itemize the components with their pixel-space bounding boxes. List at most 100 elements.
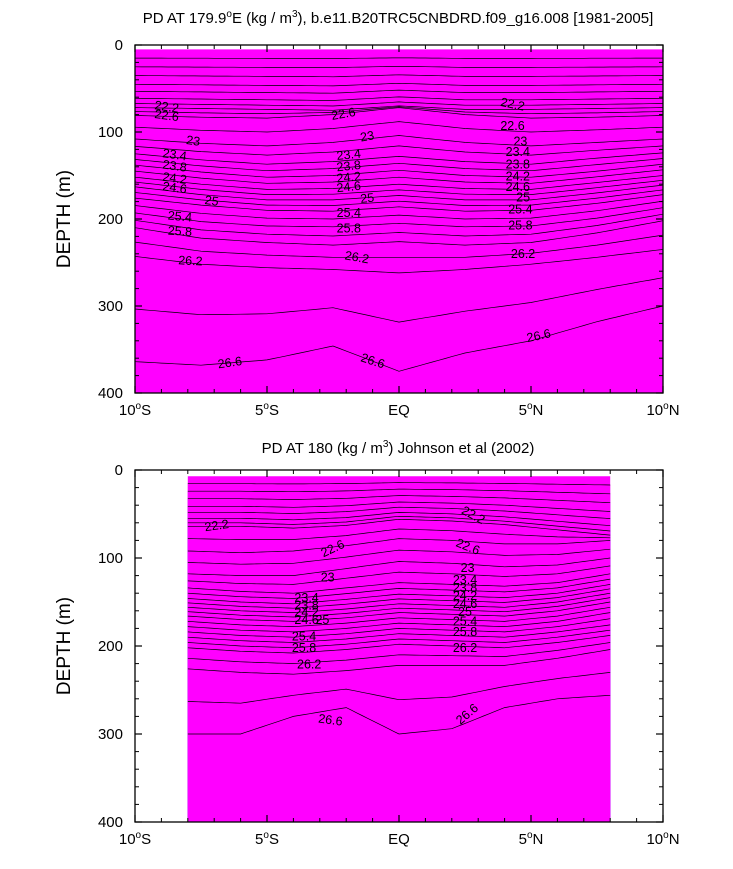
panel-1-y-axis-label: DEPTH (m) [54, 170, 75, 268]
contour-line [135, 82, 663, 87]
panel-2-contour-lines [187, 482, 611, 735]
contour-line [187, 482, 611, 486]
contour-label: 22.6 [154, 107, 180, 124]
contour-line [187, 538, 611, 554]
contour-label: 24.2 [506, 169, 530, 183]
contour-label: 23 [513, 135, 527, 149]
contour-label: 25 [458, 605, 472, 619]
y-tick-label: 100 [98, 124, 123, 141]
panel-1-chart: PD AT 179.9oE (kg / m3), b.e11.B20TRC5CN… [54, 9, 680, 419]
x-tick-label: 10oN [646, 401, 679, 419]
contour-label: 24.6 [506, 180, 530, 194]
contour-line [187, 565, 611, 585]
contour-label: 25 [315, 613, 329, 627]
contour-label: 26.2 [453, 641, 477, 655]
contour-line [135, 152, 663, 165]
x-tick-label: 10oN [646, 830, 679, 848]
x-tick-label: 5oN [519, 401, 544, 419]
y-tick-label: 400 [98, 814, 123, 831]
contour-line [187, 557, 611, 576]
contour-line [135, 200, 663, 220]
x-tick-label: 5oS [255, 401, 279, 419]
contour-label: 24.2 [162, 170, 188, 187]
y-tick-label: 300 [98, 726, 123, 743]
contour-label: 23.8 [294, 599, 318, 613]
contour-line [187, 629, 611, 649]
contour-line [135, 89, 663, 94]
contour-line [135, 101, 663, 107]
y-tick-label: 0 [115, 462, 123, 479]
contour-line [187, 597, 611, 618]
contour-label: 25.8 [337, 222, 361, 236]
contour-line [135, 121, 663, 133]
contour-line [135, 189, 663, 206]
contour-line [135, 234, 663, 258]
y-tick-label: 0 [115, 37, 123, 54]
contour-label: 24.6 [294, 613, 318, 627]
contour-label: 24.2 [453, 589, 477, 603]
y-tick-label: 400 [98, 385, 123, 402]
contour-label: 22.6 [500, 119, 524, 133]
panel-2-title: PD AT 180 (kg / m3) Johnson et al (2002) [262, 439, 535, 457]
contour-label: 23.8 [336, 158, 362, 174]
x-tick-label: EQ [388, 831, 410, 848]
contour-label: 23.8 [453, 581, 477, 595]
y-tick-label: 200 [98, 211, 123, 228]
contour-label: 23.8 [506, 157, 530, 171]
panel-1-contour-lines [135, 57, 663, 372]
panel-2-contour-fills [187, 476, 611, 822]
contour-line [135, 194, 663, 212]
contour-line [187, 592, 611, 613]
contour-label: 22.2 [204, 517, 230, 534]
panel-1-axis-ticks: 10oS 5oS EQ 5oN 10oN 0 100 200 300 400 [98, 37, 680, 419]
panel-1-contour-labels: 22.222.62323.423.824.224.62525.425.826.2… [154, 95, 552, 372]
contour-label: 24.6 [336, 179, 362, 195]
contour-line [187, 649, 611, 675]
contour-label: 23.4 [294, 591, 318, 605]
panel-2-contour-labels: 22.222.62323.423.824.224.62525.425.826.2… [204, 503, 488, 728]
contour-label: 22.2 [154, 98, 180, 115]
x-tick-label: 10oS [119, 830, 151, 848]
contour-label: 26.6 [217, 354, 243, 371]
contour-label: 25.8 [292, 641, 316, 655]
contour-label: 25.4 [337, 206, 361, 220]
contour-line [135, 249, 663, 274]
x-tick-label: 10oS [119, 401, 151, 419]
y-tick-label: 300 [98, 298, 123, 315]
contour-line [135, 107, 663, 119]
contour-line [187, 635, 611, 654]
contour-label: 24.2 [294, 606, 318, 620]
contour-label: 25 [204, 193, 220, 209]
contour-label: 23 [359, 128, 375, 144]
panel-1-contour-fills [135, 49, 663, 393]
contour-label: 26.2 [178, 253, 203, 268]
contour-line [187, 512, 611, 527]
contour-line [187, 501, 611, 512]
contour-label: 26.6 [525, 326, 552, 345]
contour-line [135, 169, 663, 184]
contour-line [135, 106, 663, 115]
contour-line [187, 518, 611, 536]
contour-line [187, 584, 611, 605]
contour-line [187, 601, 611, 622]
contour-line [135, 175, 663, 190]
panel-2-axis-ticks: 10oS 5oS EQ 5oN 10oN 0 100 200 300 400 [98, 462, 680, 848]
contour-line [187, 488, 611, 495]
contour-line [135, 207, 663, 228]
contour-line [187, 578, 611, 599]
contour-line [135, 158, 663, 172]
contour-label: 23.4 [162, 146, 188, 163]
contour-line [187, 642, 611, 664]
contour-line [135, 96, 663, 101]
contour-line [187, 506, 611, 519]
contour-label: 25.8 [508, 218, 532, 232]
contour-label: 23 [185, 133, 201, 149]
x-tick-label: 5oS [255, 830, 279, 848]
contour-label: 24.6 [453, 597, 477, 611]
y-tick-label: 100 [98, 550, 123, 567]
contour-line [187, 573, 611, 594]
contour-line [135, 105, 663, 111]
contour-label: 22.6 [330, 105, 356, 123]
panel-1-title: PD AT 179.9oE (kg / m3), b.e11.B20TRC5CN… [143, 9, 654, 27]
